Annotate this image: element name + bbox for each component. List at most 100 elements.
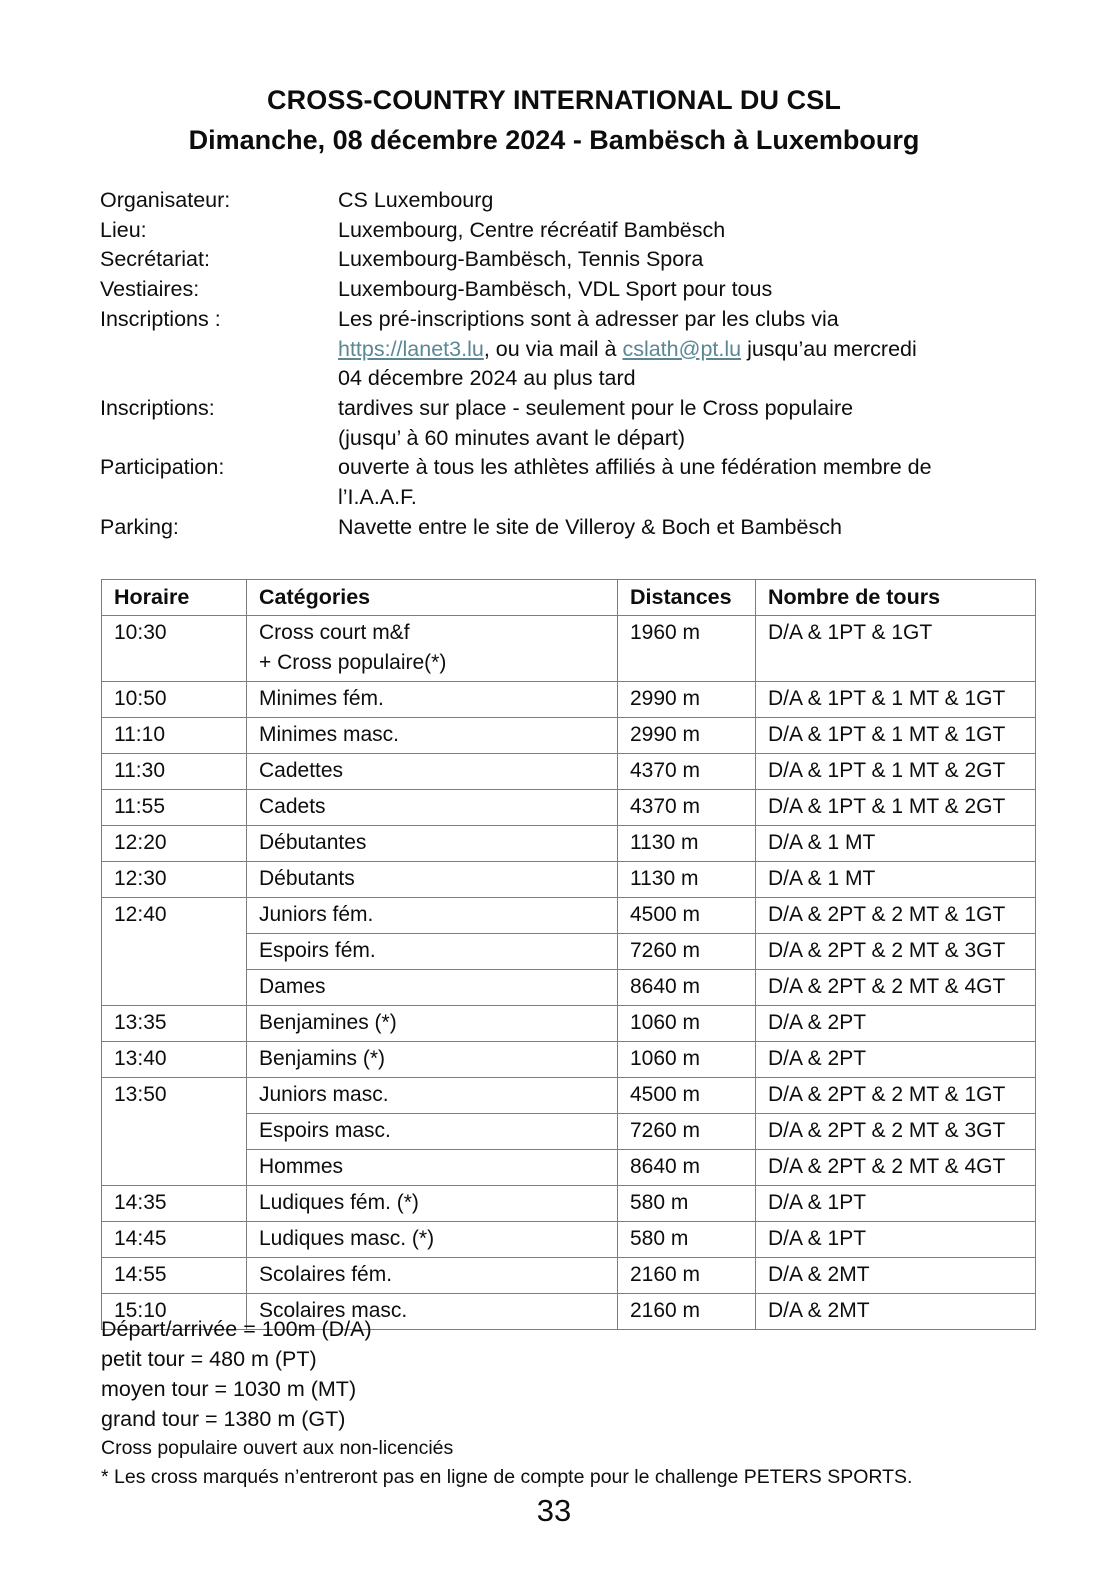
table-row: Espoirs masc. 7260 m D/A & 2PT & 2 MT & 3G…: [102, 1113, 1036, 1150]
table-header-row: Horaire Catégories Distances Nombre de tour…: [101, 579, 1036, 616]
cell-distance: 4370 m: [617, 789, 756, 826]
info-label: Organisateur:: [100, 188, 231, 212]
cell-tours: D/A & 2PT & 2 MT & 4GT: [755, 969, 1036, 1006]
cell-distance: 4500 m: [617, 897, 756, 934]
info-label: Secrétariat:: [100, 247, 210, 272]
table-row: 15:10 Scolaires masc. 2160 m D/A & 2MT: [101, 1293, 1036, 1330]
info-value-line: Les pré-inscriptions sont à adresser par…: [338, 306, 839, 331]
info-label: Parking:: [100, 514, 179, 539]
info-value-line: Luxembourg, Centre récréatif Bambësch: [338, 217, 726, 242]
cell-distance: 1060 m: [617, 1005, 756, 1042]
cell-distance: 2160 m: [617, 1293, 756, 1330]
footnote-line: petit tour = 480 m (PT): [101, 1347, 317, 1371]
info-label: Lieu:: [100, 217, 147, 242]
column-header-distances: Distances: [617, 579, 756, 616]
cell-tours: D/A & 2PT & 2 MT & 1GT: [755, 897, 1036, 934]
footnote-line: Départ/arrivée = 100m (D/A): [101, 1317, 372, 1341]
legend-footnotes: Départ/arrivée = 100m (D/A) petit tour = …: [101, 1314, 1041, 1492]
cell-tours: D/A & 1PT & 1 MT & 1GT: [755, 681, 1036, 718]
cell-tours: D/A & 2PT & 2 MT & 1GT: [755, 1077, 1036, 1114]
cell-tours: D/A & 2MT: [755, 1293, 1036, 1330]
cell-category: Dames: [246, 969, 618, 1006]
registration-website-link[interactable]: https://lanet3.lu: [338, 336, 484, 361]
info-label: Inscriptions :: [100, 306, 221, 331]
info-value: Luxembourg, Centre récréatif Bambësch: [338, 216, 1040, 246]
info-value-line: Luxembourg-Bambësch, VDL Sport pour tous: [338, 277, 773, 302]
cell-tours: D/A & 1 MT: [755, 825, 1036, 862]
cell-category: Minimes masc.: [246, 717, 618, 754]
table-row: Espoirs fém. 7260 m D/A & 2PT & 2 MT & 3GT: [102, 933, 1036, 970]
link-line-tail-text: jusqu’au mercredi: [741, 336, 917, 361]
cell-category: Débutantes: [246, 825, 618, 862]
cell-tours: D/A & 1PT: [755, 1221, 1036, 1258]
cell-category: Cross court m&f + Cross populaire(*): [246, 615, 618, 682]
cell-time: 13:50: [101, 1077, 247, 1186]
cell-time: 13:40: [101, 1041, 247, 1078]
cell-distance: 8640 m: [617, 969, 756, 1006]
page-title: CROSS-COUNTRY INTERNATIONAL DU CSL Diman…: [0, 80, 1108, 160]
link-line-mid-text: , ou via mail à: [483, 336, 623, 361]
cell-time: 14:55: [101, 1257, 247, 1294]
table-row: 12:30 Débutants 1130 m D/A & 1 MT: [101, 861, 1036, 898]
cell-category: Espoirs fém.: [246, 933, 618, 970]
table-row: 14:55 Scolaires fém. 2160 m D/A & 2MT: [101, 1257, 1036, 1294]
footnote-line: * Les cross marqués n’entreront pas en l…: [101, 1466, 913, 1488]
table-row: 10:50 Minimes fém. 2990 m D/A & 1PT & 1 MT …: [101, 681, 1036, 718]
cell-time: 10:30: [101, 615, 247, 682]
column-header-horaire: Horaire: [101, 579, 247, 616]
table-row: 13:35 Benjamines (*) 1060 m D/A & 2PT: [101, 1005, 1036, 1042]
cell-time: 11:30: [101, 753, 247, 790]
table-row: 12:20 Débutantes 1130 m D/A & 1 MT: [101, 825, 1036, 862]
info-value: CS Luxembourg: [338, 186, 1040, 216]
info-row: Secrétariat: Luxembourg-Bambësch, Tennis …: [100, 245, 1040, 275]
info-value-line: tardives sur place - seulement pour le C…: [338, 395, 854, 420]
cell-category: Scolaires masc.: [246, 1293, 618, 1330]
info-value-line: 04 décembre 2024 au plus tard: [338, 366, 636, 391]
info-row: Inscriptions: tardives sur place - seulem…: [100, 394, 1040, 453]
footnote-line: moyen tour = 1030 m (MT): [101, 1377, 357, 1401]
footnote-line: grand tour = 1380 m (GT): [101, 1407, 346, 1431]
cell-category: Benjamins (*): [246, 1041, 618, 1078]
info-value: Luxembourg-Bambësch, VDL Sport pour tous: [338, 275, 1040, 305]
table-row: 11:30 Cadettes 4370 m D/A & 1PT & 1 MT & 2G…: [101, 753, 1036, 790]
cell-category: Minimes fém.: [246, 681, 618, 718]
registration-email-link[interactable]: cslath@pt.lu: [622, 336, 742, 361]
info-row: Vestiaires: Luxembourg-Bambësch, VDL Spor…: [100, 275, 1040, 305]
cell-tours: D/A & 1PT & 1GT: [755, 615, 1036, 682]
schedule-table-body: 10:30 Cross court m&f + Cross populaire(*)…: [101, 615, 1036, 1330]
column-header-categories: Catégories: [246, 579, 618, 616]
page-number: 33: [536, 1493, 572, 1528]
cell-distance: 1130 m: [617, 825, 756, 862]
cell-tours: D/A & 2PT & 2 MT & 3GT: [755, 933, 1036, 970]
cell-distance: 580 m: [617, 1221, 756, 1258]
info-label: Participation:: [100, 455, 225, 480]
table-row: 13:40 Benjamins (*) 1060 m D/A & 2PT: [101, 1041, 1036, 1078]
info-value-link-line: https://lanet3.lu, ou via mail à cslath@…: [338, 335, 1040, 365]
cell-distance: 1130 m: [617, 861, 756, 898]
cell-distance: 7260 m: [617, 1113, 756, 1150]
cell-category-line-2: + Cross populaire(*): [259, 651, 447, 674]
cell-distance: 2160 m: [617, 1257, 756, 1294]
cell-distance: 580 m: [617, 1185, 756, 1222]
info-row: Participation: ouverte à tous les athlète…: [100, 453, 1040, 512]
info-value: tardives sur place - seulement pour le C…: [338, 394, 1040, 453]
cell-distance: 4370 m: [617, 753, 756, 790]
table-row: Dames 8640 m D/A & 2PT & 2 MT & 4GT: [102, 969, 1036, 1006]
table-row: 14:45 Ludiques masc. (*) 580 m D/A & 1PT: [101, 1221, 1036, 1258]
cell-category: Ludiques masc. (*): [246, 1221, 618, 1258]
info-value-line: (jusqu’ à 60 minutes avant le départ): [338, 425, 685, 450]
info-row: Inscriptions : Les pré-inscriptions sont …: [100, 305, 1040, 394]
info-row: Parking: Navette entre le site de Villero…: [100, 513, 1040, 543]
cell-category: Hommes: [246, 1149, 618, 1186]
cell-category: Débutants: [246, 861, 618, 898]
table-row: 13:50 Juniors masc. 4500 m D/A & 2PT & 2 MT…: [101, 1077, 1036, 1186]
cell-distance: 1960 m: [617, 615, 756, 682]
column-header-nombre-de-tours: Nombre de tours: [755, 579, 1036, 616]
table-row: 14:35 Ludiques fém. (*) 580 m D/A & 1PT: [101, 1185, 1036, 1222]
cell-time: 12:20: [101, 825, 247, 862]
info-value-line: Navette entre le site de Villeroy & Boch…: [338, 514, 842, 539]
cell-time: 12:30: [101, 861, 247, 898]
info-label: Inscriptions:: [100, 395, 215, 420]
info-value: Les pré-inscriptions sont à adresser par…: [338, 305, 1040, 394]
